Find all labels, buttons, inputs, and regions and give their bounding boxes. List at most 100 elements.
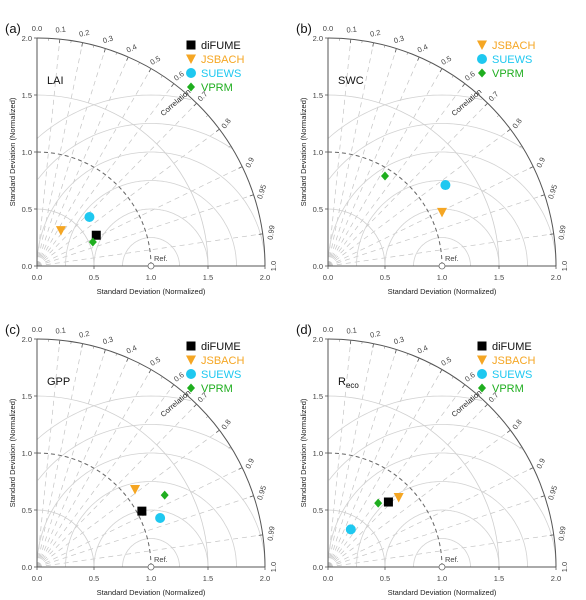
correlation-tick-label: 0.3 bbox=[102, 335, 115, 347]
correlation-minor-tick bbox=[115, 353, 118, 356]
y-tick-label: 0.5 bbox=[313, 205, 323, 214]
taylor-panel-a: 0.0 0.1 0.20.30.40.50.60.70.80.90.950.991.… bbox=[5, 21, 278, 296]
difume-marker bbox=[477, 341, 487, 351]
y-tick-label: 2.0 bbox=[313, 34, 323, 43]
rmsd-contour bbox=[65, 481, 237, 567]
vprm-marker bbox=[478, 383, 486, 393]
vprm-marker bbox=[381, 171, 389, 181]
x-tick-label: 1.0 bbox=[146, 574, 156, 583]
y-tick-label: 0.0 bbox=[22, 262, 32, 271]
reference-sd-arc bbox=[327, 452, 443, 568]
vprm-marker bbox=[187, 82, 195, 92]
correlation-tick-label: 0.7 bbox=[487, 89, 501, 103]
y-axis-label: Standard Deviation (Normalized) bbox=[299, 97, 308, 206]
reference-sd-arc bbox=[327, 151, 443, 267]
legend-entry-difume: diFUME bbox=[492, 341, 532, 353]
correlation-ray bbox=[36, 369, 152, 568]
correlation-minor-tick bbox=[81, 42, 83, 46]
rmsd-contour bbox=[327, 452, 557, 567]
correlation-axis-label: Correlation bbox=[450, 388, 484, 419]
correlation-minor-tick bbox=[172, 384, 175, 387]
correlation-tick bbox=[549, 534, 554, 536]
correlation-tick-label: 0.4 bbox=[125, 343, 138, 355]
y-tick-label: 0.5 bbox=[313, 506, 323, 515]
legend-entry-suews: SUEWS bbox=[201, 369, 241, 381]
correlation-minor-tick bbox=[496, 416, 500, 419]
correlation-ray bbox=[327, 68, 443, 267]
rmsd-contour bbox=[37, 424, 232, 481]
correlation-minor-tick bbox=[451, 75, 454, 78]
panel-label: (b) bbox=[296, 21, 312, 36]
correlation-minor-tick bbox=[372, 343, 374, 347]
correlation-minor-tick bbox=[104, 48, 106, 51]
correlation-ray bbox=[327, 534, 554, 568]
reference-point bbox=[147, 563, 155, 571]
correlation-minor-tick bbox=[485, 103, 488, 106]
rmsd-contour bbox=[36, 395, 191, 441]
suews-marker bbox=[345, 524, 356, 535]
correlation-ray bbox=[327, 357, 420, 568]
outer-arc bbox=[36, 338, 266, 568]
legend-entry-vprm: VPRM bbox=[201, 383, 233, 395]
jsbach-marker bbox=[437, 207, 447, 218]
correlation-tick-label: 0.95 bbox=[255, 183, 268, 200]
correlation-minor-tick bbox=[183, 393, 186, 396]
sd-arc bbox=[327, 94, 500, 267]
correlation-minor-tick bbox=[429, 363, 431, 366]
jsbach-marker bbox=[477, 40, 487, 50]
sd-arc bbox=[327, 509, 386, 568]
correlation-ray bbox=[327, 194, 545, 267]
correlation-minor-tick bbox=[239, 467, 243, 469]
vprm-marker bbox=[478, 68, 486, 78]
sd-arc bbox=[36, 509, 95, 568]
correlation-ray bbox=[36, 233, 263, 267]
x-tick-label: 0.5 bbox=[89, 574, 99, 583]
correlation-minor-tick bbox=[239, 166, 243, 168]
correlation-minor-tick bbox=[251, 194, 254, 196]
correlation-minor-tick bbox=[542, 495, 545, 497]
correlation-minor-tick bbox=[395, 48, 397, 51]
correlation-minor-tick bbox=[194, 103, 197, 106]
suews-marker bbox=[186, 68, 196, 78]
correlation-minor-tick bbox=[126, 357, 129, 361]
correlation-minor-tick bbox=[508, 128, 511, 131]
correlation-minor-tick bbox=[149, 68, 152, 71]
correlation-minor-tick bbox=[228, 446, 231, 449]
sd-arc bbox=[36, 208, 95, 267]
correlation-tick bbox=[549, 233, 554, 235]
correlation-tick-label: 0.1 bbox=[346, 326, 357, 336]
correlation-minor-tick bbox=[194, 404, 197, 407]
correlation-tick-label: 0.5 bbox=[439, 54, 453, 67]
jsbach-marker bbox=[130, 484, 141, 495]
correlation-ray bbox=[327, 349, 397, 568]
variable-label: SWC bbox=[338, 75, 364, 87]
correlation-tick-label: 0.3 bbox=[393, 335, 406, 347]
correlation-minor-tick bbox=[172, 83, 175, 86]
x-tick-label: 1.0 bbox=[437, 574, 447, 583]
correlation-minor-tick bbox=[138, 363, 140, 366]
correlation-ray bbox=[327, 39, 352, 267]
correlation-minor-tick bbox=[205, 115, 209, 118]
correlation-tick-label: 0.6 bbox=[172, 69, 186, 82]
reference-label: Ref. bbox=[154, 254, 168, 263]
correlation-ray bbox=[327, 83, 466, 267]
x-tick-label: 0.0 bbox=[32, 273, 42, 282]
jsbach-marker bbox=[55, 226, 66, 236]
correlation-ray bbox=[327, 384, 466, 568]
x-tick-label: 1.0 bbox=[146, 273, 156, 282]
y-axis-label: Standard Deviation (Normalized) bbox=[299, 398, 308, 507]
x-tick-label: 1.5 bbox=[494, 574, 504, 583]
correlation-minor-tick bbox=[217, 430, 220, 432]
correlation-tick-label: 0.8 bbox=[219, 117, 232, 131]
legend-entry-jsbach: JSBACH bbox=[492, 355, 535, 367]
reference-label: Ref. bbox=[154, 555, 168, 564]
correlation-axis-label: Correlation bbox=[159, 388, 193, 419]
correlation-ray bbox=[36, 384, 175, 568]
x-axis-label: Standard Deviation (Normalized) bbox=[388, 287, 497, 296]
correlation-tick-label: 1.0 bbox=[560, 562, 569, 572]
correlation-tick-label: 0.3 bbox=[102, 34, 115, 46]
y-tick-label: 1.0 bbox=[313, 148, 323, 157]
suews-marker bbox=[186, 369, 196, 379]
x-tick-label: 2.0 bbox=[551, 273, 561, 282]
